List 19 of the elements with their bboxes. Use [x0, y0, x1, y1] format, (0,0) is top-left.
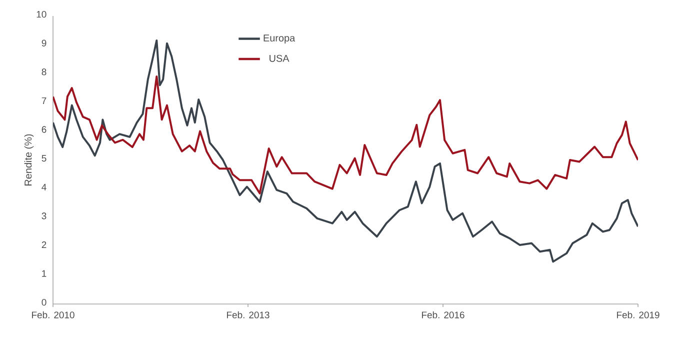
legend-label: USA	[270, 54, 290, 62]
line-series	[53, 75, 638, 194]
x-tick-label: Feb. 2019	[617, 311, 660, 318]
y-tick-label: 1	[42, 270, 46, 277]
y-axis-title: Rendite (%)	[24, 134, 34, 186]
legend-label: Europa	[264, 34, 296, 44]
y-tick-label: 2	[42, 241, 46, 248]
x-tick-label: Feb. 2013	[227, 311, 270, 318]
y-tick-label: 6	[42, 126, 46, 133]
x-tick-label: Feb. 2010	[32, 311, 74, 318]
y-tick-label: 9	[42, 40, 46, 46]
y-tick-label: 8	[42, 68, 46, 76]
y-tick-label: 3	[42, 212, 46, 220]
y-tick-label: 7	[42, 97, 46, 104]
y-tick-label: 5	[42, 154, 46, 162]
y-tick-label: 4	[42, 184, 46, 190]
y-tick-label: 10	[36, 10, 46, 18]
y-tick-label: 0	[42, 298, 46, 306]
x-tick-label: Feb. 2016	[422, 311, 464, 318]
